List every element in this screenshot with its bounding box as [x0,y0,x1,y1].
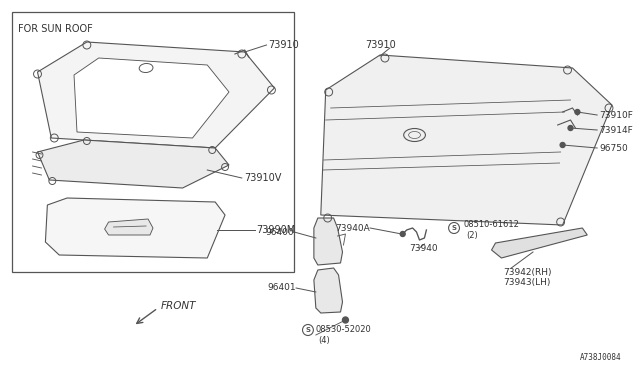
Circle shape [575,109,580,115]
Circle shape [342,317,348,323]
Circle shape [560,142,565,148]
Text: FOR SUN ROOF: FOR SUN ROOF [18,24,93,34]
Text: 08530-52020: 08530-52020 [316,326,372,334]
Polygon shape [492,228,588,258]
Text: 73910: 73910 [365,40,396,50]
Text: 73910F: 73910F [599,110,633,119]
Circle shape [400,231,405,237]
Text: S: S [452,225,456,231]
Text: 96400: 96400 [266,228,294,237]
Text: 73943(LH): 73943(LH) [504,278,551,286]
Text: S: S [305,327,310,333]
Polygon shape [321,55,612,225]
Text: 73940A: 73940A [335,224,370,232]
Bar [12,12,294,272]
Polygon shape [104,219,153,235]
Text: 73990M: 73990M [257,225,296,235]
Text: 73914F: 73914F [599,125,633,135]
Text: (4): (4) [318,336,330,344]
Text: FRONT: FRONT [161,301,196,311]
Polygon shape [314,218,342,265]
Text: 96750: 96750 [599,144,628,153]
Circle shape [568,125,573,131]
Polygon shape [314,268,342,313]
Text: 96401: 96401 [268,283,296,292]
Polygon shape [74,58,229,138]
Text: 73910V: 73910V [244,173,281,183]
Text: 08510-61612: 08510-61612 [464,219,520,228]
Polygon shape [38,140,229,188]
Polygon shape [45,198,225,258]
Text: A738J0084: A738J0084 [580,353,622,362]
Text: (2): (2) [466,231,477,240]
Text: 73942(RH): 73942(RH) [504,267,552,276]
Text: 73910: 73910 [268,40,300,50]
Text: 73940: 73940 [410,244,438,253]
Polygon shape [38,42,275,148]
